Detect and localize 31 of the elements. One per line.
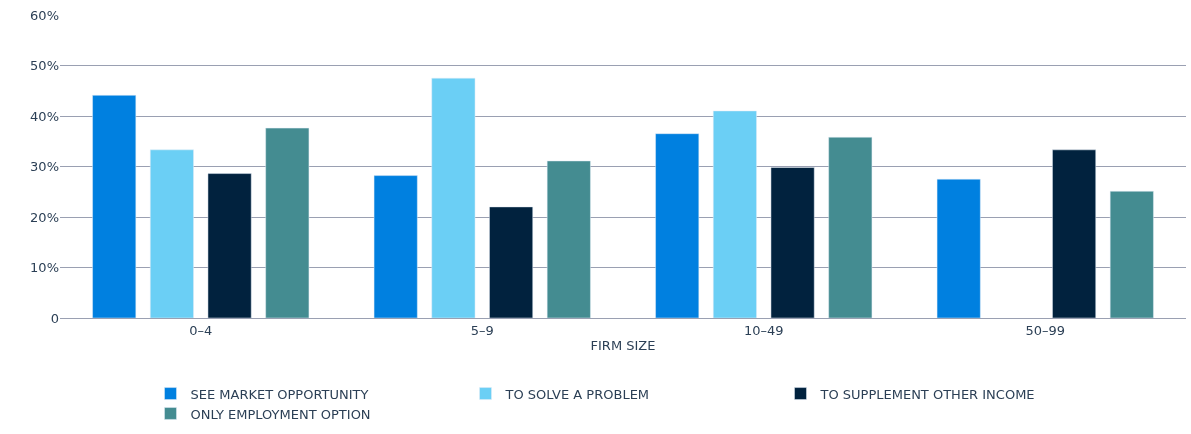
bar [770, 167, 815, 318]
y-tick-label: 30% [30, 159, 59, 175]
bar [1052, 149, 1096, 318]
bar [207, 173, 252, 318]
y-tick-label: 40% [30, 108, 59, 124]
bar [489, 206, 533, 318]
x-tick-label: 5–9 [470, 322, 494, 338]
legend-label: TO SOLVE A PROBLEM [504, 386, 650, 402]
bar [373, 175, 418, 318]
bar [713, 110, 757, 318]
bar [265, 127, 310, 318]
legend-label: ONLY EMPLOYMENT OPTION [190, 406, 371, 422]
bar [92, 95, 137, 318]
x-tick-label: 0–4 [189, 322, 213, 338]
y-tick-label: 50% [30, 58, 59, 74]
bar [150, 149, 194, 318]
x-tick-label: 50–99 [1025, 322, 1066, 338]
bar [546, 160, 591, 318]
y-tick-label: 10% [30, 260, 59, 276]
legend-label: SEE MARKET OPPORTUNITY [190, 386, 369, 402]
bar [1109, 191, 1154, 318]
bar [828, 136, 873, 318]
x-tick-label: 10–49 [743, 322, 784, 338]
bar [655, 133, 700, 318]
bar [431, 77, 476, 318]
x-axis-title: FIRM SIZE [590, 338, 656, 354]
y-tick-label: 60% [30, 7, 59, 23]
bar [936, 178, 981, 318]
y-tick-label: 20% [30, 209, 59, 225]
y-tick-label: 0 [50, 310, 59, 326]
legend-label: TO SUPPLEMENT OTHER INCOME [819, 386, 1035, 402]
